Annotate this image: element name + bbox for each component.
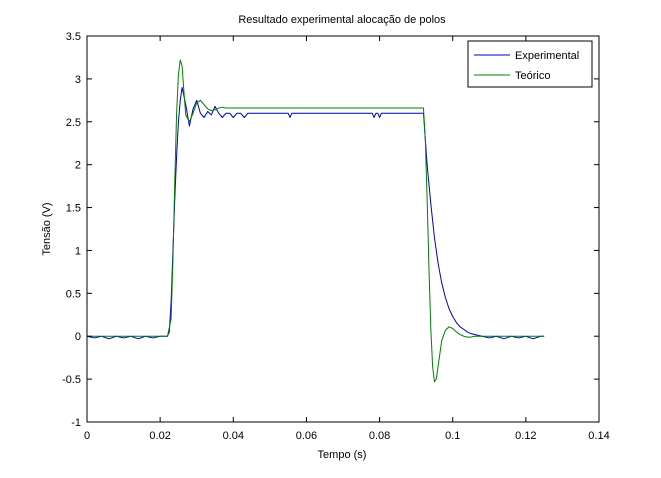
x-tick-label: 0.14 xyxy=(588,430,609,442)
x-axis-label: Tempo (s) xyxy=(318,449,367,461)
x-tick-label: 0.12 xyxy=(515,430,536,442)
legend-label-experimental: Experimental xyxy=(515,50,579,62)
y-tick-label: -1 xyxy=(71,417,81,429)
y-tick-label: -0.5 xyxy=(62,374,81,386)
legend: Experimental Teórico xyxy=(467,40,593,88)
y-tick-label: 3 xyxy=(75,74,81,86)
y-tick-label: 3.5 xyxy=(66,31,81,43)
plot-frame xyxy=(86,35,600,423)
y-tick-label: 2.5 xyxy=(66,117,81,129)
x-tick-label: 0.08 xyxy=(369,430,390,442)
series-layer xyxy=(86,59,545,383)
y-axis-label: Tensão (V) xyxy=(41,202,53,255)
x-axis-ticks: 0 0.02 0.04 0.06 0.08 0.1 0.12 0.14 xyxy=(84,36,610,442)
y-tick-label: 0.5 xyxy=(66,288,81,300)
y-tick-label: 1 xyxy=(75,245,81,257)
chart-title: Resultado experimental alocação de polos xyxy=(238,14,446,26)
plot-background xyxy=(87,36,599,422)
y-axis-ticks: -1 -0.5 0 0.5 1 1.5 2 2.5 3 3.5 xyxy=(62,31,599,429)
x-tick-label: 0.02 xyxy=(149,430,170,442)
x-tick-label: 0 xyxy=(84,430,90,442)
y-tick-label: 2 xyxy=(75,160,81,172)
legend-box xyxy=(467,40,593,88)
y-tick-label: 0 xyxy=(75,331,81,343)
y-tick-label: 1.5 xyxy=(66,203,81,215)
series-line-teorico xyxy=(87,59,545,383)
x-tick-label: 0.06 xyxy=(296,430,317,442)
x-tick-label: 0.04 xyxy=(223,430,244,442)
x-tick-label: 0.1 xyxy=(445,430,460,442)
legend-label-teorico: Teórico xyxy=(515,70,550,82)
plot-area: 0 0.02 0.04 0.06 0.08 0.1 0.12 0.14 -1 -0.5 0 0.5 1… xyxy=(62,31,610,442)
